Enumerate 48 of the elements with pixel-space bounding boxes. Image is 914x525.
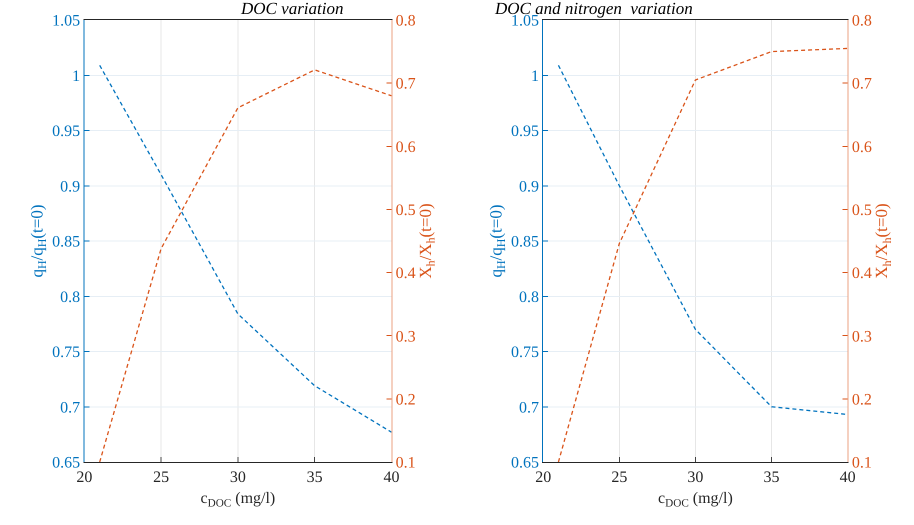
x-axis-title: c$_{DOC}$ (mg/l) [658,490,733,510]
line-series [558,48,848,462]
y2-tick-label: 0.6 [396,138,416,156]
x-tick-label: 35 [306,469,323,486]
y2-tick-label: 0.5 [396,202,416,220]
y-tick-label: 0.75 [511,344,540,362]
y-tick-label: 0.95 [511,123,540,140]
y-tick-label: 0.65 [511,454,540,472]
y-tick-label: 0.8 [519,288,540,306]
x-axis-title: c$_{DOC}$ (mg/l) [200,490,276,510]
y2-tick-label: 0.1 [396,454,416,472]
y-tick-label: 0.8 [60,288,80,306]
y2-tick-label: 0.4 [396,265,416,282]
y2-tick-label: 0.7 [852,76,872,93]
x-tick-label: 30 [230,469,246,486]
y-tick-label: 0.7 [519,399,540,416]
y2-tick-label: 0.5 [852,202,872,220]
y-tick-label: 0.65 [52,454,80,472]
y2-tick-label: 0.6 [852,138,872,156]
y-tick-label: 1 [531,68,540,85]
y-tick-label: 0.85 [511,234,540,251]
x-tick-label: 30 [687,469,704,486]
x-tick-label: 25 [611,469,628,486]
x-tick-label: 20 [76,469,92,486]
y2-tick-label: 0.2 [396,391,416,408]
y2-tick-label: 0.4 [852,265,872,282]
y2-tick-label: 0.3 [852,328,872,346]
y-tick-label: 1 [72,68,80,85]
y-tick-label: 0.95 [52,123,80,140]
x-tick-label: 35 [764,469,780,486]
y2-tick-label: 0.3 [396,328,416,346]
x-tick-label: 40 [840,469,856,486]
y-tick-label: 0.85 [52,234,80,251]
line-series [558,64,848,416]
y-tick-label: 1.05 [52,12,80,30]
y-tick-label: 0.9 [519,178,540,196]
y2-tick-label: 0.1 [852,454,872,472]
y2-tick-label: 0.7 [396,76,416,93]
y2-tick-label: 0.2 [852,391,872,408]
x-tick-label: 20 [535,469,552,486]
y-tick-label: 0.75 [52,344,80,362]
x-tick-label: 40 [383,469,400,486]
chart-title: DOC variation [240,0,344,18]
y-tick-label: 0.9 [60,178,80,196]
x-tick-label: 25 [153,469,170,486]
y2-tick-label: 0.8 [852,12,872,30]
y-tick-label: 0.7 [60,399,80,416]
y2-tick-label: 0.8 [396,12,416,30]
